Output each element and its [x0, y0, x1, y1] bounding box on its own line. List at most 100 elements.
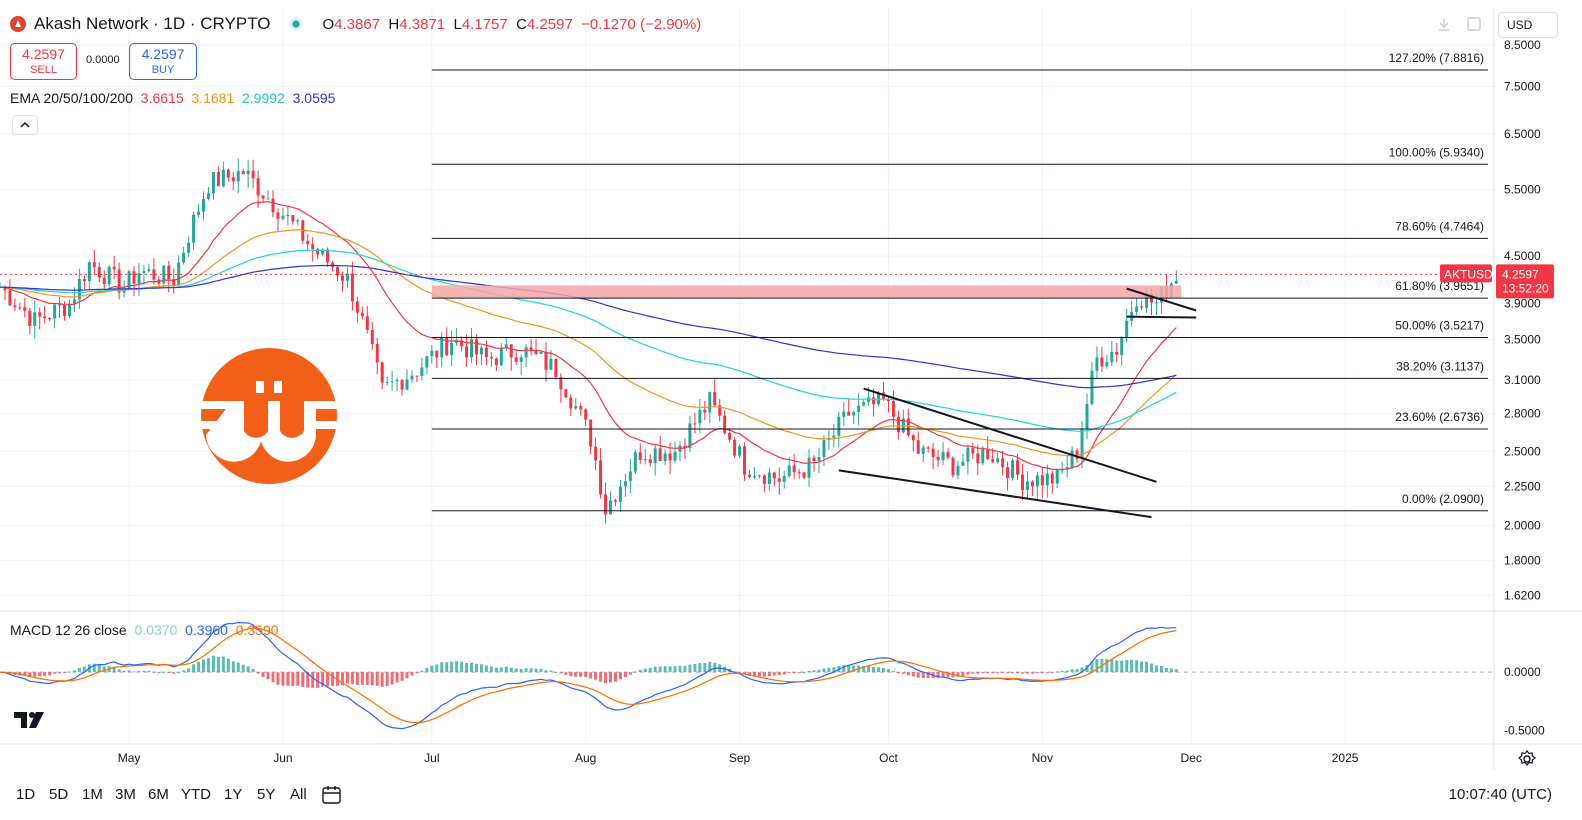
ema-100-line — [0, 249, 1177, 432]
macd-hist-bar — [43, 672, 47, 676]
macd-hist-bar — [623, 672, 627, 678]
macd-hist-bar — [628, 672, 632, 675]
range-button-1m[interactable]: 1M — [82, 786, 103, 803]
macd-hist-bar — [738, 672, 742, 674]
tradingview-logo-icon[interactable] — [14, 710, 48, 730]
last-price-value: 4.2597 — [1502, 267, 1539, 281]
macd-hist-bar — [852, 665, 856, 673]
candle-body — [455, 340, 459, 343]
macd-hist-bar — [286, 672, 290, 686]
calendar-range-icon[interactable] — [320, 784, 346, 806]
macd-hist-bar — [246, 666, 250, 673]
macd-hist-bar — [475, 663, 478, 673]
macd-hist-bar — [519, 668, 523, 673]
download-icon[interactable] — [1436, 16, 1452, 32]
macd-hist-bar — [792, 672, 796, 674]
buy-button[interactable]: 4.2597 BUY — [129, 43, 197, 80]
candle-body — [514, 357, 518, 362]
macd-hist-bar — [514, 668, 518, 673]
candle-body — [311, 244, 315, 249]
last-price-tag — [1496, 264, 1554, 299]
macd-hist-bar — [802, 672, 806, 674]
macd-hist-bar — [1040, 672, 1044, 674]
last-price-symbol: AKTUSD — [1444, 267, 1493, 281]
candle-body — [216, 172, 220, 187]
macd-legend[interactable]: MACD 12 26 close 0.0370 0.3960 0.3590 — [10, 622, 279, 638]
macd-hist-bar — [1001, 672, 1005, 674]
channel-lower-trendline — [838, 469, 1152, 519]
range-button-1y[interactable]: 1Y — [224, 786, 243, 803]
price-axis-label: 6.5000 — [1504, 127, 1541, 141]
candle-body — [479, 347, 483, 355]
candle-body — [365, 316, 369, 330]
candle-body — [1085, 403, 1089, 430]
macd-hist-bar — [430, 665, 434, 673]
macd-hist-bar — [618, 672, 622, 680]
candle-body — [926, 447, 930, 449]
collapse-icon[interactable] — [12, 115, 38, 135]
fullscreen-icon[interactable] — [1466, 16, 1482, 32]
price-axis-label: 1.6200 — [1504, 588, 1541, 602]
macd-hist-bar — [544, 670, 548, 673]
candle-body — [355, 301, 359, 313]
macd-hist-bar — [752, 672, 756, 677]
macd-hist-bar — [812, 670, 816, 673]
candle-body — [837, 416, 841, 436]
candle-body — [698, 409, 702, 424]
range-button-1d[interactable]: 1D — [16, 786, 36, 803]
macd-hist-bar — [1020, 672, 1024, 674]
candle-body — [782, 475, 786, 482]
candle-body — [529, 347, 533, 351]
candle-body — [1080, 429, 1084, 459]
macd-hist-bar — [226, 658, 230, 673]
macd-hist-bar — [767, 672, 771, 676]
range-button-6m[interactable]: 6M — [148, 786, 169, 803]
candle-body — [147, 269, 151, 272]
macd-hist-bar — [961, 672, 965, 677]
macd-hist-bar — [633, 671, 637, 673]
macd-hist-bar — [1095, 658, 1099, 673]
time-axis-label: Sep — [729, 751, 751, 765]
ema-50-line — [0, 229, 1177, 457]
candle-body — [743, 446, 747, 475]
sell-button[interactable]: 4.2597 SELL — [10, 43, 77, 80]
symbol-title[interactable]: Akash Network · 1D · CRYPTO — [34, 14, 271, 33]
candle-body — [221, 169, 225, 187]
range-button-ytd[interactable]: YTD — [181, 786, 211, 803]
clock[interactable]: 10:07:40 (UTC) — [1448, 786, 1552, 803]
candle-body — [693, 423, 697, 425]
candle-body — [802, 472, 806, 478]
range-button-5y[interactable]: 5Y — [257, 786, 276, 803]
candle-body — [251, 170, 255, 179]
candle-body — [807, 457, 811, 478]
candle-body — [643, 459, 647, 461]
candle-body — [951, 457, 955, 476]
macd-hist-bar — [172, 672, 176, 674]
currency-selector[interactable]: USD — [1498, 12, 1558, 38]
macd-hist-bar — [251, 669, 255, 673]
range-button-3m[interactable]: 3M — [115, 786, 136, 803]
candle-body — [326, 249, 330, 263]
macd-hist-bar — [762, 672, 766, 677]
macd-hist-bar — [395, 672, 399, 683]
macd-hist-bar — [1105, 659, 1109, 673]
candle-body — [117, 269, 121, 293]
candle-body — [67, 303, 71, 317]
candle-body — [187, 242, 191, 253]
macd-hist-bar — [470, 662, 474, 673]
settings-icon[interactable] — [1518, 750, 1536, 768]
macd-hist-bar — [152, 671, 156, 673]
candle-body — [465, 346, 469, 358]
candle-body — [941, 452, 945, 461]
range-button-all[interactable]: All — [290, 786, 307, 803]
time-axis-label: Aug — [575, 751, 596, 765]
candle-body — [182, 252, 186, 263]
macd-hist-bar — [281, 672, 285, 686]
candle-body — [345, 273, 349, 281]
candle-body — [38, 312, 42, 317]
range-button-5d[interactable]: 5D — [49, 786, 69, 803]
candle-body — [569, 397, 573, 409]
ema-legend[interactable]: EMA 20/50/100/200 3.6615 3.1681 2.9992 3… — [10, 90, 336, 106]
candle-body — [599, 460, 603, 495]
